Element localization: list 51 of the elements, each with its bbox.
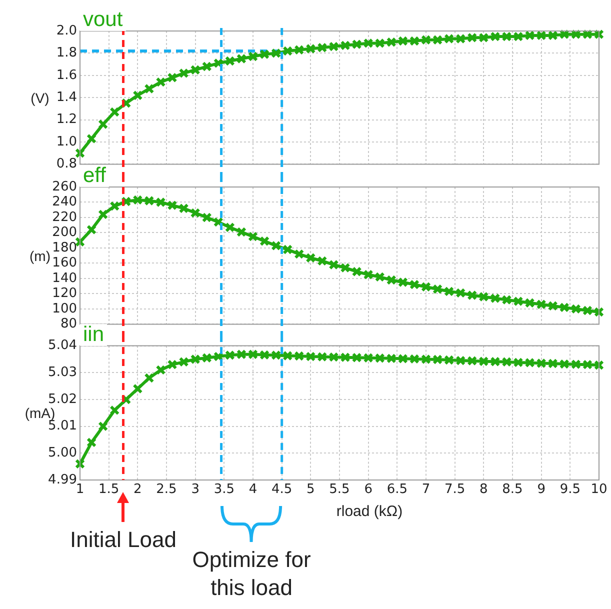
y-tick-label: 1.2 xyxy=(56,112,77,128)
x-tick-label: 7 xyxy=(422,482,430,498)
y-tick-label: 240 xyxy=(52,194,77,210)
y-tick-label: 0.8 xyxy=(56,156,77,172)
x-tick-label: 2 xyxy=(134,482,142,498)
x-tick-label: 3.5 xyxy=(214,482,235,498)
y-tick-label: 5.01 xyxy=(48,418,77,434)
x-tick-label: 1 xyxy=(76,482,84,498)
y-axis-title: (mA) xyxy=(24,404,56,421)
y-axis-title: (V) xyxy=(30,90,50,106)
y-tick-label: 2.0 xyxy=(56,23,77,38)
x-tick-label: 6 xyxy=(364,482,372,498)
x-tick-label: 7.5 xyxy=(444,482,466,498)
x-tick-label: 8 xyxy=(480,482,488,498)
y-tick-label: 5.03 xyxy=(48,365,77,380)
chart-title: eff xyxy=(80,164,109,187)
ref-line-label: Initial Load xyxy=(70,526,176,554)
y-tick-label: 200 xyxy=(52,225,77,240)
x-tick-label: 1.5 xyxy=(98,482,120,498)
y-tick-label: 160 xyxy=(52,256,77,271)
y-tick-label: 5.04 xyxy=(48,338,77,354)
x-tick-label: 10 xyxy=(590,482,608,498)
y-tick-label: 180 xyxy=(52,240,77,256)
x-tick-label: 4.5 xyxy=(271,482,292,498)
y-tick-label: 120 xyxy=(52,286,77,302)
y-tick-label: 100 xyxy=(52,301,77,316)
x-tick-label: 3 xyxy=(191,482,200,498)
y-tick-label: 140 xyxy=(52,270,77,286)
x-tick-label: 2.5 xyxy=(156,482,177,498)
chart-title: iin xyxy=(80,322,108,346)
chart-title: vout xyxy=(80,8,126,31)
y-tick-label: 1.6 xyxy=(56,68,77,83)
y-tick-label: 5.00 xyxy=(48,446,77,461)
x-tick-label: 4 xyxy=(248,482,258,498)
x-axis-title: rload (kΩ) xyxy=(336,503,403,520)
y-tick-label: 260 xyxy=(52,179,77,194)
x-tick-label: 5 xyxy=(306,482,315,498)
y-tick-label: 4.99 xyxy=(48,472,77,488)
x-tick-label: 6.5 xyxy=(386,482,408,498)
y-tick-label: 1.8 xyxy=(56,46,77,61)
x-tick-label: 9 xyxy=(537,482,546,498)
text: Optimize for this load xyxy=(191,546,312,602)
y-tick-label: 1.4 xyxy=(56,90,77,105)
y-axis-title: (m) xyxy=(30,248,50,264)
y-tick-label: 1.0 xyxy=(56,134,77,150)
y-tick-label: 5.02 xyxy=(48,392,77,407)
y-tick-label: 80 xyxy=(60,316,77,332)
x-tick-label: 5.5 xyxy=(329,482,350,498)
x-tick-label: 8.5 xyxy=(502,482,523,498)
y-tick-label: 220 xyxy=(52,210,77,225)
x-tick-label: 9.5 xyxy=(560,482,581,498)
